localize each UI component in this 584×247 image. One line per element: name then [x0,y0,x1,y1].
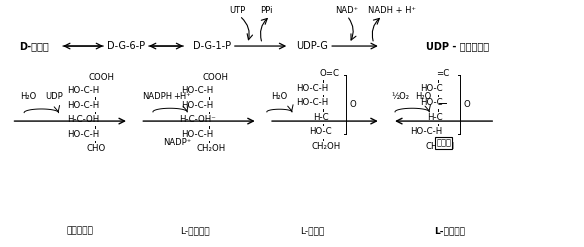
Text: CH₂OH: CH₂OH [197,144,226,153]
Text: H-C: H-C [313,113,328,122]
Text: NAD⁺: NAD⁺ [335,6,358,16]
Text: H-C-OH⁻: H-C-OH⁻ [179,115,216,124]
Text: ½O₂: ½O₂ [392,92,410,101]
Text: UDP: UDP [46,92,63,101]
Text: O=C: O=C [319,69,339,78]
Text: HO-C-H: HO-C-H [182,86,214,95]
Text: L-抗坏血酸: L-抗坏血酸 [434,227,465,236]
Text: PPi: PPi [260,6,273,16]
Text: O: O [464,100,471,109]
Text: 葡萄糖醛酸: 葡萄糖醛酸 [67,227,93,236]
Text: NADH + H⁺: NADH + H⁺ [368,6,416,16]
Text: H-C: H-C [427,113,443,122]
Text: CH₂OH: CH₂OH [311,142,340,151]
Text: HO-C: HO-C [420,84,443,93]
Text: UTP: UTP [230,6,246,16]
Text: HO-C-H: HO-C-H [182,130,214,139]
Text: L-古洛糖酸: L-古洛糖酸 [180,227,210,236]
Text: +H⁺: +H⁺ [173,92,191,101]
Text: D-G-6-P: D-G-6-P [107,41,145,51]
Text: HO-C-H: HO-C-H [411,127,443,137]
Text: HO-C-H: HO-C-H [67,130,99,139]
Text: HO-C-H: HO-C-H [296,84,328,93]
Text: HO-C-H: HO-C-H [67,86,99,95]
Text: O: O [349,100,356,109]
Text: HO-C: HO-C [420,98,443,107]
Text: NADPH: NADPH [142,92,172,101]
Text: D-G-1-P: D-G-1-P [193,41,231,51]
Text: NADP⁺: NADP⁺ [164,138,192,147]
Text: HO-C-H: HO-C-H [182,101,214,110]
Text: =C: =C [436,69,449,78]
Text: H-C-OH: H-C-OH [67,115,99,124]
Text: UDP - 葡萄糖醛酸: UDP - 葡萄糖醛酸 [426,41,489,51]
Text: 氧化酶: 氧化酶 [436,138,451,147]
Text: H₂O: H₂O [415,92,432,101]
Text: COOH: COOH [88,73,114,82]
Text: H₂O: H₂O [20,92,37,101]
Text: H₂O: H₂O [272,92,287,101]
Text: CHO: CHO [86,144,105,153]
Text: L-葡乳糖: L-葡乳糖 [300,227,324,236]
Text: HO-C-H: HO-C-H [296,98,328,107]
Text: COOH: COOH [203,73,229,82]
Text: UDP-G: UDP-G [296,41,328,51]
Text: HO-C: HO-C [310,127,332,137]
Text: HO-C-H: HO-C-H [67,101,99,110]
Text: CH₂OH: CH₂OH [426,142,455,151]
Text: D-葡萄糖: D-葡萄糖 [20,41,49,51]
